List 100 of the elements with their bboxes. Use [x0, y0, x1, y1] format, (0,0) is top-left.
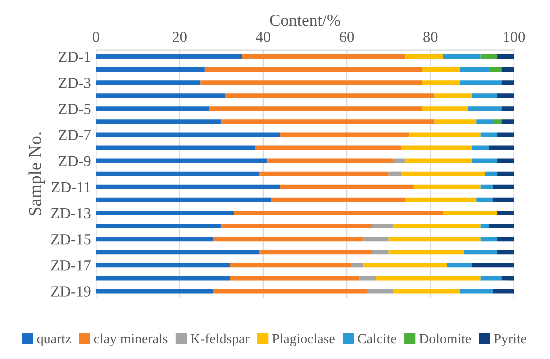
y-tick-label: ZD-9 — [59, 156, 91, 167]
bar — [498, 54, 514, 60]
bar — [96, 94, 226, 98]
bar — [388, 237, 481, 242]
bar — [255, 146, 402, 150]
bar — [480, 184, 494, 190]
bar — [96, 250, 260, 255]
bar — [96, 237, 214, 242]
bar — [351, 263, 364, 268]
bar — [443, 210, 498, 216]
x-tick-label: 40 — [256, 32, 271, 42]
bar — [222, 224, 372, 229]
bar — [489, 68, 502, 72]
y-tick-label: ZD-13 — [51, 208, 91, 219]
bar — [213, 237, 364, 242]
bar — [96, 276, 230, 281]
bar — [222, 120, 435, 124]
bar — [406, 158, 472, 164]
bar — [393, 289, 460, 294]
bar — [472, 94, 498, 98]
bar — [489, 146, 514, 150]
bar — [480, 54, 498, 60]
bar — [502, 276, 514, 281]
bar — [393, 224, 481, 229]
bar — [493, 198, 514, 202]
bar — [406, 54, 444, 60]
bar — [280, 132, 410, 138]
bar — [96, 184, 280, 190]
bar — [234, 210, 444, 216]
bar — [502, 106, 514, 112]
bar — [268, 158, 394, 164]
bar — [460, 68, 490, 72]
bar — [372, 224, 394, 229]
bar — [480, 276, 502, 281]
bar — [480, 224, 490, 229]
legend-label: Dolomite — [420, 334, 472, 344]
bar — [498, 172, 514, 176]
y-tick-label: ZD-3 — [59, 78, 91, 88]
bar — [414, 184, 481, 190]
bar — [460, 289, 494, 294]
x-tick-label: 100 — [504, 32, 526, 42]
bar — [364, 237, 389, 242]
x-tick-label: 0 — [93, 32, 100, 42]
x-tick-label: 80 — [424, 32, 438, 42]
bar — [498, 94, 514, 98]
legend-label: Plagioclase — [272, 334, 335, 346]
bar — [388, 172, 402, 176]
bar — [96, 158, 268, 164]
bar — [447, 263, 472, 268]
bar — [96, 289, 214, 294]
bar — [502, 68, 514, 72]
legend-label: quartz — [37, 336, 72, 346]
bar — [96, 68, 205, 72]
bar — [493, 289, 514, 294]
bar — [498, 250, 514, 255]
bar — [422, 68, 460, 72]
bar — [422, 80, 460, 86]
y-tick-label: ZD-19 — [51, 286, 91, 297]
bar — [96, 263, 230, 268]
bar — [96, 146, 256, 150]
bar — [272, 198, 406, 202]
bar — [401, 172, 485, 176]
bar — [401, 146, 472, 150]
bar — [498, 210, 514, 216]
bar — [204, 68, 422, 72]
bar — [434, 94, 472, 98]
bar — [230, 276, 360, 281]
bar — [468, 106, 502, 112]
bar — [96, 80, 201, 86]
bar — [489, 224, 514, 229]
bar — [96, 210, 234, 216]
bar — [200, 80, 422, 86]
bar — [484, 172, 498, 176]
bar — [242, 54, 406, 60]
bar — [493, 120, 502, 124]
bar — [372, 250, 389, 255]
bar — [422, 106, 468, 112]
y-tick-label: ZD-7 — [59, 130, 91, 140]
bar — [476, 198, 494, 202]
bar — [96, 224, 222, 229]
bar — [96, 106, 210, 112]
y-axis-title: Sample No. — [28, 132, 46, 216]
bar — [502, 80, 514, 86]
legend-label: K-feldspar — [190, 334, 250, 346]
legend-label: Pyrite — [494, 334, 527, 346]
bar — [472, 158, 498, 164]
bar — [96, 172, 260, 176]
bar — [443, 54, 481, 60]
bar — [259, 250, 372, 255]
bar — [480, 132, 498, 138]
bar — [498, 237, 514, 242]
bar — [493, 184, 514, 190]
y-tick-label: ZD-1 — [59, 52, 90, 62]
x-tick-label: 20 — [172, 32, 187, 42]
bar — [376, 276, 481, 281]
bar — [434, 120, 477, 124]
x-tick-label: 60 — [340, 32, 354, 42]
bar — [213, 289, 368, 294]
bar — [476, 120, 494, 124]
legend-label: Calcite — [358, 334, 396, 344]
